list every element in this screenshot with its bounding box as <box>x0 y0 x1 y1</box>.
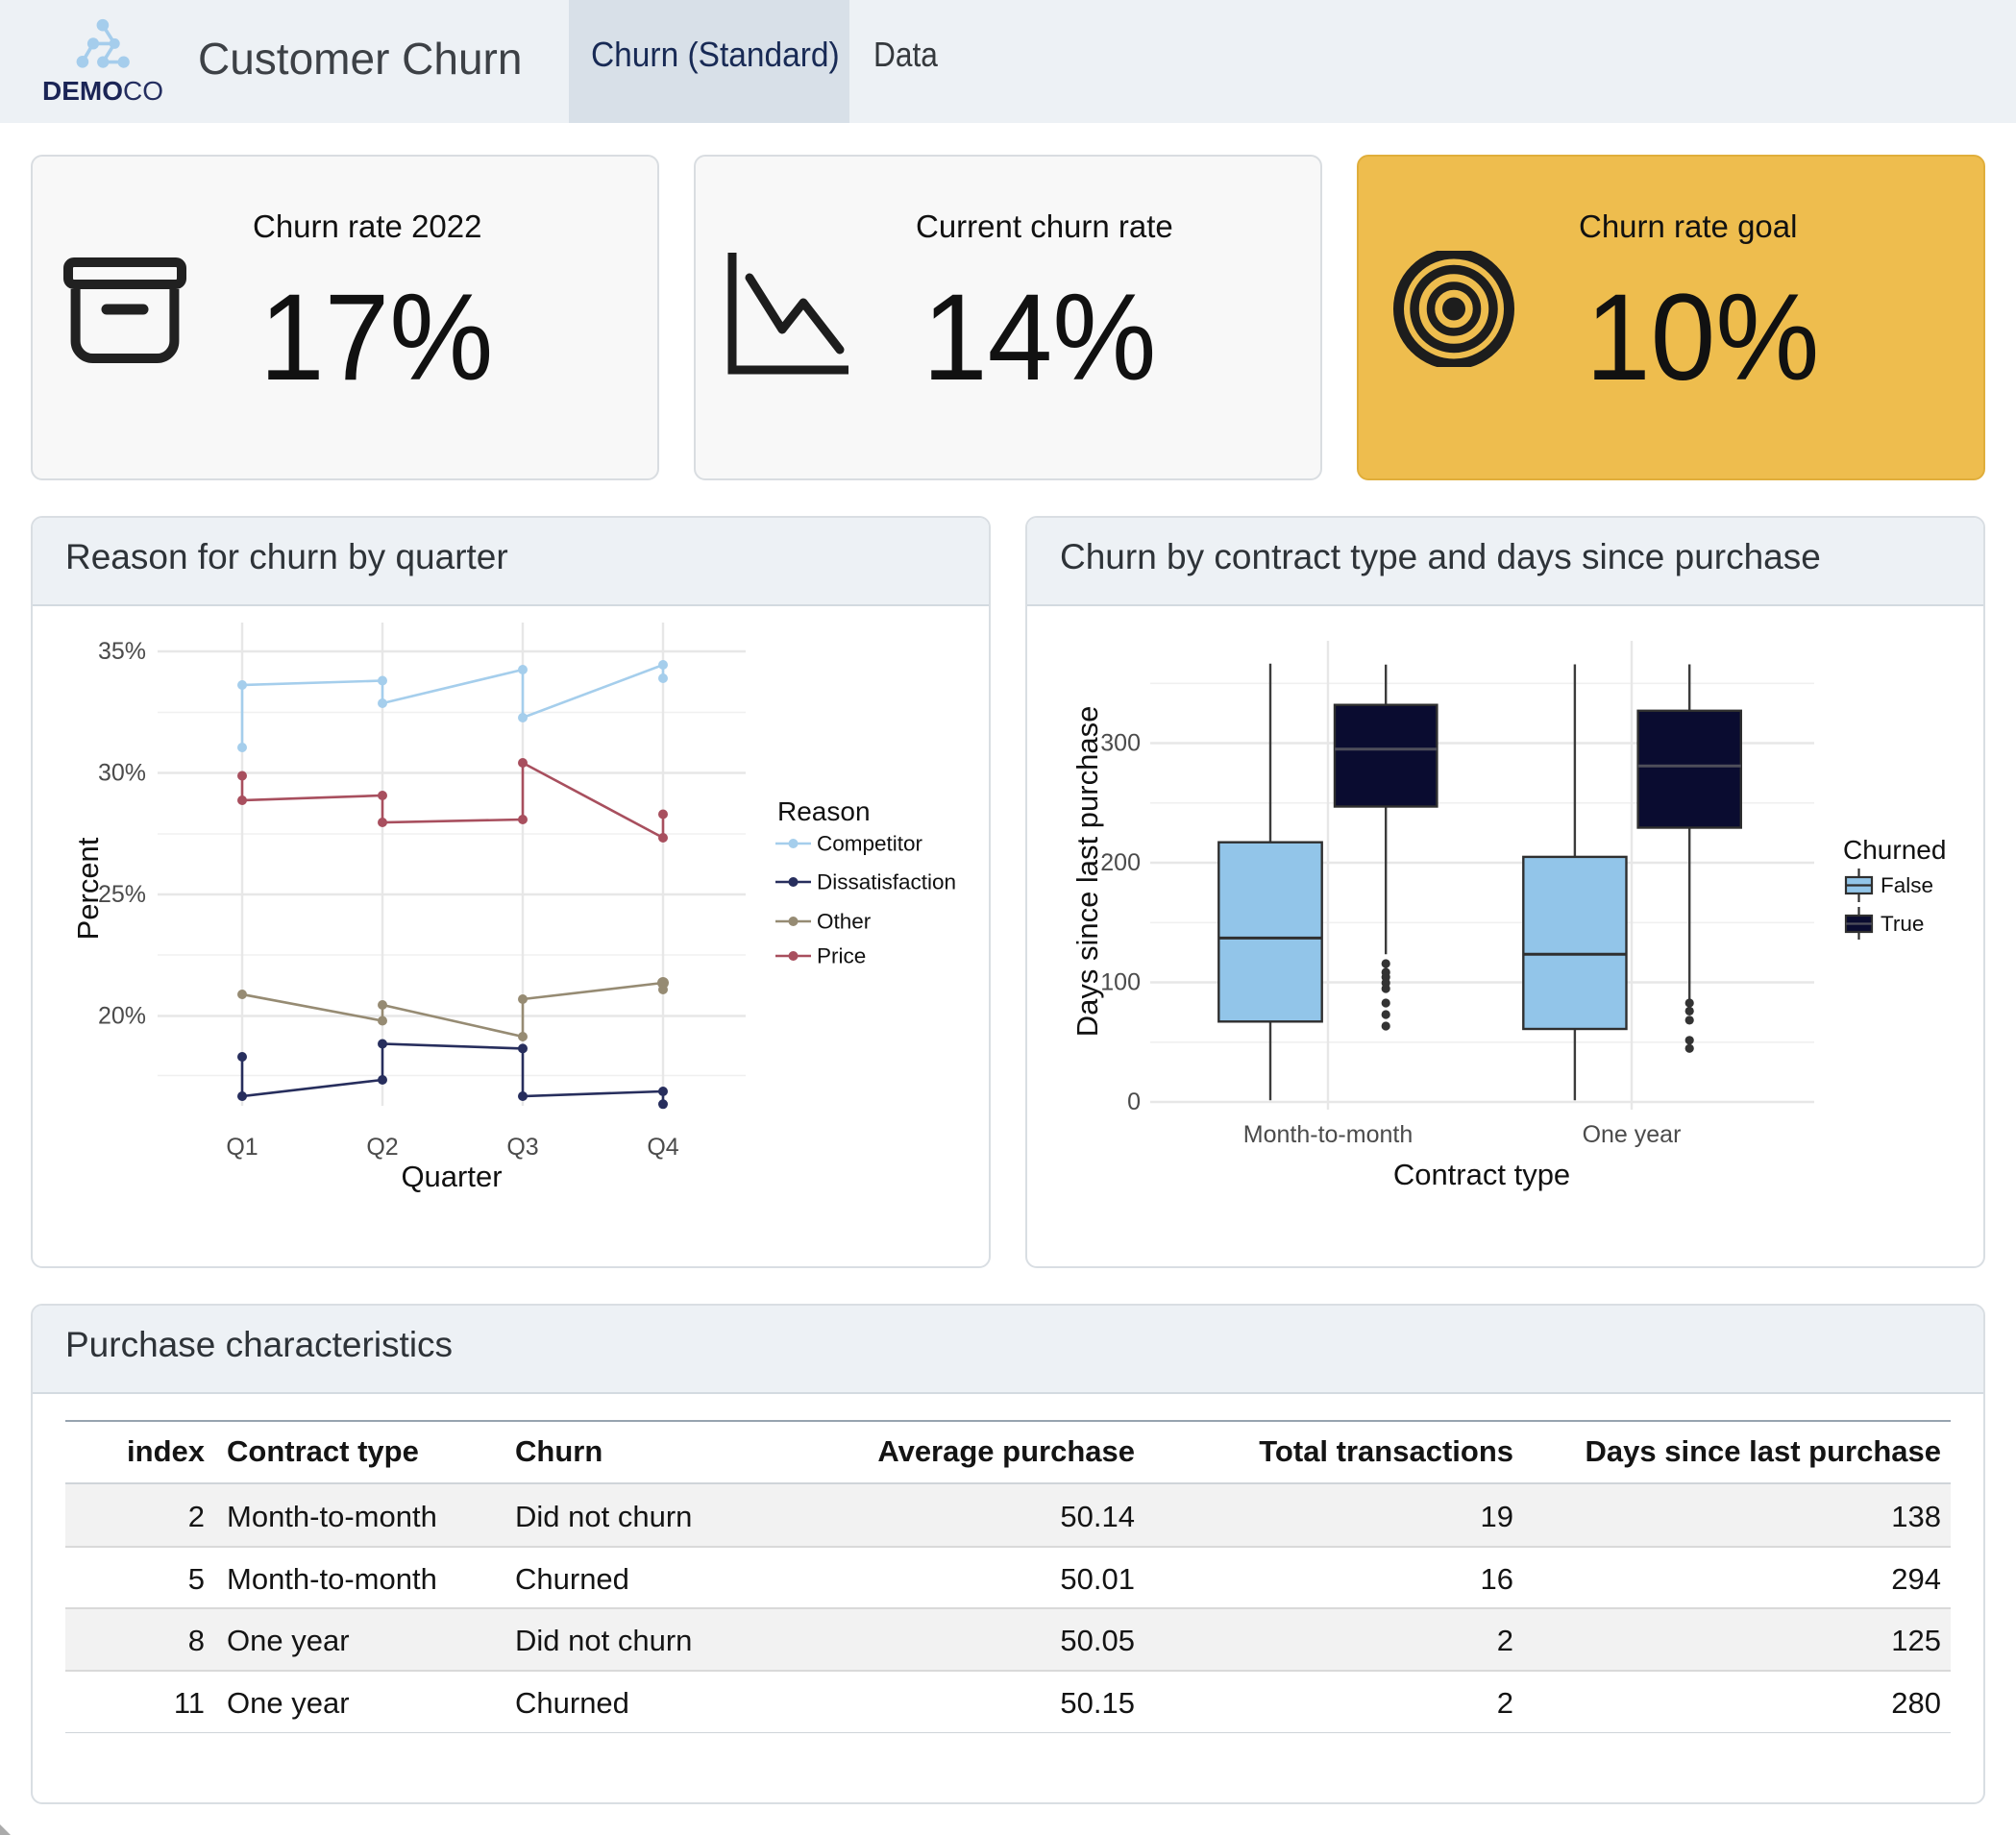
svg-text:Price: Price <box>817 944 866 968</box>
svg-text:False: False <box>1881 873 1933 897</box>
svg-text:Reason: Reason <box>777 796 871 826</box>
svg-text:Percent: Percent <box>71 837 105 940</box>
svg-text:Month-to-month: Month-to-month <box>1243 1121 1413 1148</box>
svg-text:300: 300 <box>1100 730 1141 757</box>
svg-text:25%: 25% <box>98 881 146 908</box>
svg-text:35%: 35% <box>98 638 146 665</box>
svg-text:True: True <box>1881 912 1924 936</box>
svg-text:200: 200 <box>1100 849 1141 876</box>
svg-text:Other: Other <box>817 910 872 934</box>
svg-text:One year: One year <box>1583 1121 1682 1148</box>
svg-text:0: 0 <box>1127 1089 1141 1115</box>
svg-text:Q3: Q3 <box>506 1134 538 1161</box>
svg-text:Quarter: Quarter <box>401 1160 502 1193</box>
svg-text:Churned: Churned <box>1843 835 1946 865</box>
svg-text:Days since last purchase: Days since last purchase <box>1070 706 1104 1038</box>
svg-text:Competitor: Competitor <box>817 832 923 856</box>
svg-text:Dissatisfaction: Dissatisfaction <box>817 870 956 894</box>
svg-text:100: 100 <box>1100 969 1141 996</box>
svg-text:Q4: Q4 <box>647 1134 678 1161</box>
svg-text:20%: 20% <box>98 1003 146 1030</box>
svg-text:30%: 30% <box>98 760 146 787</box>
svg-text:Contract type: Contract type <box>1393 1158 1570 1191</box>
svg-text:Q1: Q1 <box>226 1134 258 1161</box>
svg-text:Q2: Q2 <box>366 1134 398 1161</box>
